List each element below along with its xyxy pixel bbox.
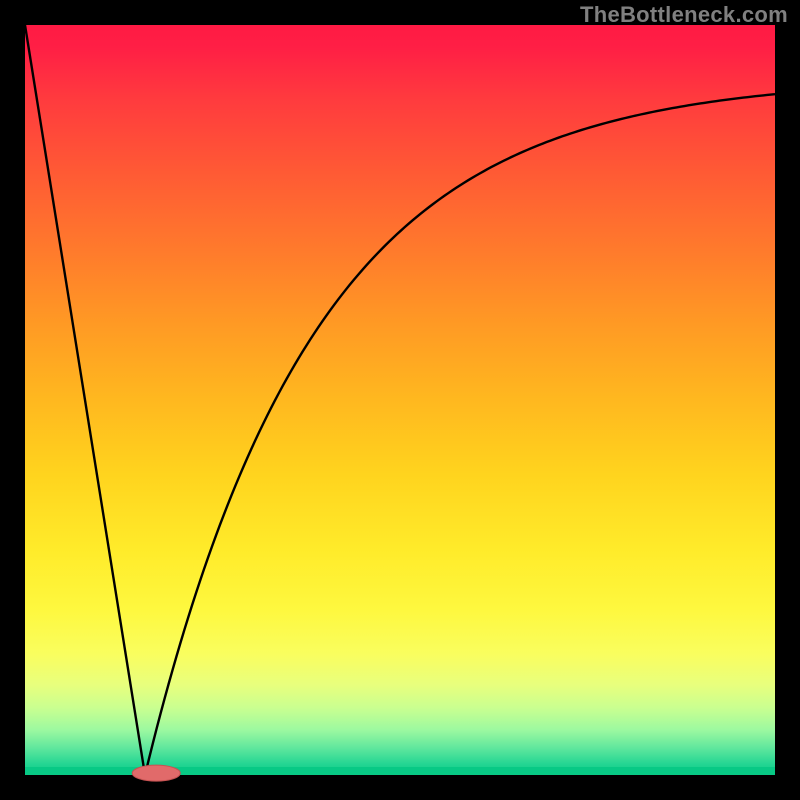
gradient-background	[25, 25, 775, 775]
bottleneck-curve-chart	[0, 0, 800, 800]
optimal-range-marker	[132, 765, 180, 781]
source-watermark: TheBottleneck.com	[580, 2, 788, 28]
chart-frame: TheBottleneck.com	[0, 0, 800, 800]
